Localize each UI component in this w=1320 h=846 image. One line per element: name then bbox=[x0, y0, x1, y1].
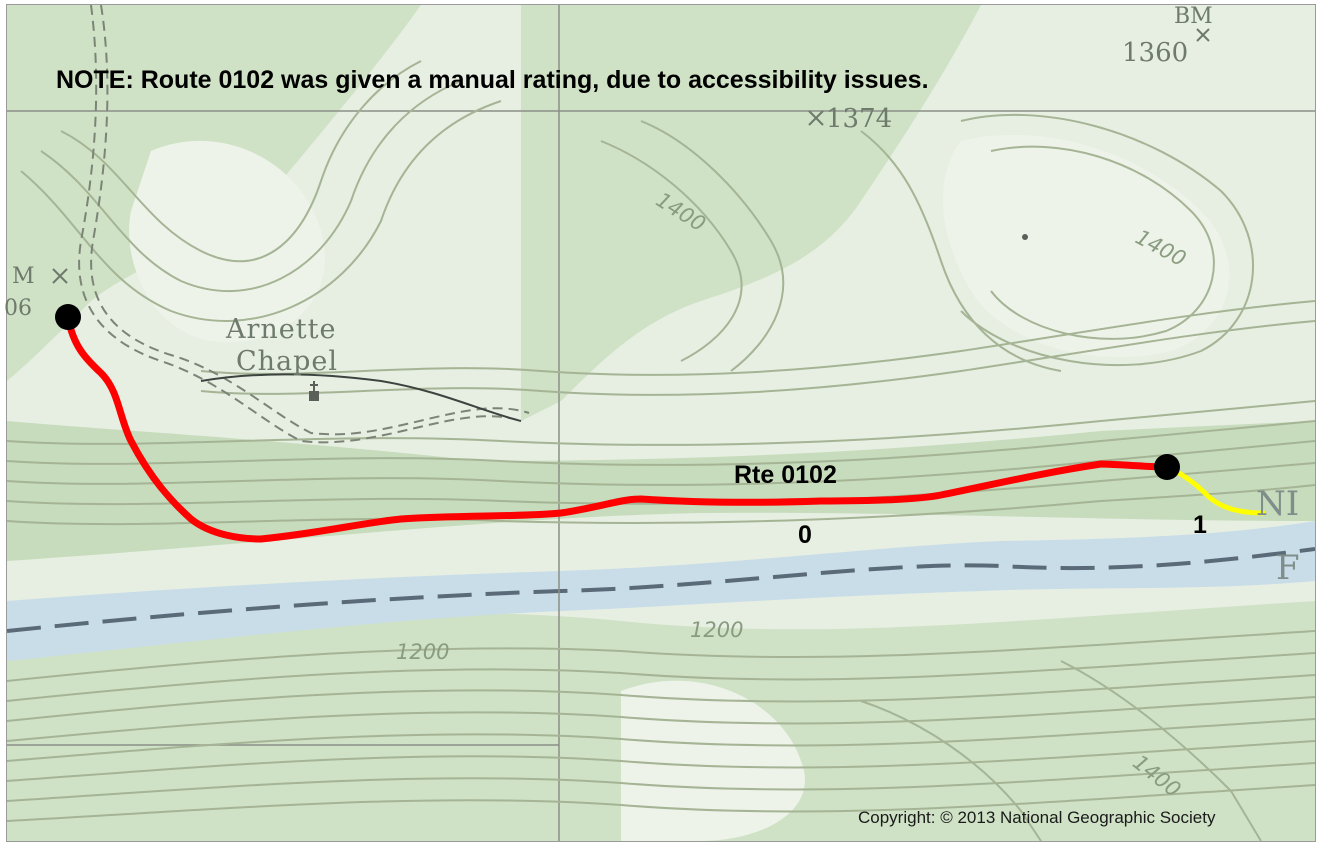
chapel-icon bbox=[309, 381, 319, 401]
route-start-point[interactable] bbox=[55, 304, 81, 330]
edge-label-f: F bbox=[1276, 548, 1300, 588]
milepost-end-label: 1 bbox=[1193, 511, 1207, 539]
benchmark-label: BM bbox=[1174, 4, 1213, 29]
summit-dot bbox=[1022, 234, 1028, 240]
place-label-chapel: Chapel bbox=[236, 346, 339, 377]
milepost-start-label: 0 bbox=[798, 521, 812, 549]
benchmark-label-left: M bbox=[12, 264, 35, 289]
river bbox=[7, 521, 1315, 661]
elevation-label-1360: 1360 bbox=[1122, 38, 1189, 68]
place-label-arnette: Arnette bbox=[226, 314, 337, 345]
benchmark-x-icon bbox=[52, 28, 1210, 284]
edge-label-ni: NI bbox=[1256, 484, 1300, 524]
contour-label: 1200 bbox=[690, 618, 744, 642]
clearing-area bbox=[129, 140, 325, 343]
road-solid bbox=[200, 373, 522, 422]
route-end-point[interactable] bbox=[1154, 454, 1180, 480]
route-note: NOTE: Route 0102 was given a manual rati… bbox=[56, 66, 929, 94]
contour-label: 1200 bbox=[396, 640, 450, 664]
route-label: Rte 0102 bbox=[734, 461, 837, 489]
route-line[interactable] bbox=[64, 313, 1171, 543]
elevation-label-1374: 1374 bbox=[826, 104, 893, 134]
elevation-label-left: 06 bbox=[4, 296, 32, 321]
clearing-area bbox=[942, 134, 1230, 358]
copyright-notice: Copyright: © 2013 National Geographic So… bbox=[858, 808, 1216, 827]
map-frame bbox=[6, 4, 1316, 842]
roads bbox=[78, 5, 530, 444]
topographic-map[interactable] bbox=[7, 5, 1315, 841]
route-extension-line[interactable] bbox=[1164, 464, 1266, 516]
contour-lines bbox=[7, 60, 1315, 841]
stream-line bbox=[7, 547, 1315, 633]
